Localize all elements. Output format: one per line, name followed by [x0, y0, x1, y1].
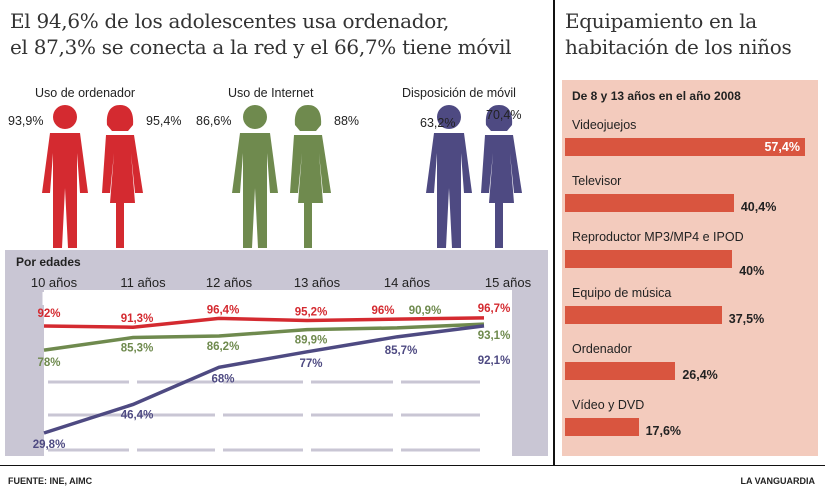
- figure-label: Uso de ordenador: [35, 86, 136, 100]
- bar-category: Reproductor MP3/MP4 e IPOD: [572, 230, 744, 244]
- bar-category: Videojuejos: [572, 118, 637, 132]
- bar-value: 37,5%: [728, 312, 765, 326]
- data-label: 78%: [37, 357, 60, 369]
- plot-area: [44, 290, 512, 456]
- girl-percentage: 95,4%: [146, 114, 182, 128]
- bar-value: 17,6%: [645, 424, 682, 438]
- x-tick-label: 15 años: [485, 275, 532, 290]
- boy-silhouette-icon: [232, 105, 278, 248]
- bar-category: Vídeo y DVD: [572, 398, 645, 412]
- bar: [565, 418, 639, 436]
- girl-percentage: 88%: [334, 114, 360, 128]
- boy-silhouette-icon: [426, 105, 472, 248]
- title-line-2: el 87,3% se conecta a la red y el 66,7% …: [10, 35, 512, 59]
- boy-percentage: 86,6%: [196, 114, 232, 128]
- chart-title: Por edades: [16, 255, 81, 269]
- x-tick-label: 10 años: [31, 275, 78, 290]
- data-label: 68%: [211, 373, 234, 385]
- bar: [565, 194, 734, 212]
- data-label: 96,7%: [478, 303, 511, 315]
- data-label: 95,2%: [295, 306, 328, 318]
- brand: LA VANGUARDIA: [740, 476, 816, 486]
- series-line-2: [43, 324, 485, 435]
- equipment-panel: De 8 y 13 años en el año 2008 Videojuejo…: [562, 80, 818, 456]
- girl-silhouette-icon: [290, 105, 331, 248]
- series-line-0: [43, 316, 485, 329]
- bar: [565, 250, 733, 268]
- bar: [565, 362, 676, 380]
- side-title: Equipamiento en la habitación de los niñ…: [565, 8, 792, 60]
- side-title-line-1: Equipamiento en la: [565, 9, 757, 33]
- girl-percentage: 70,4%: [486, 108, 522, 122]
- data-label: 93,1%: [478, 330, 511, 342]
- footer-rule: [0, 465, 825, 466]
- series-line-1: [43, 322, 485, 352]
- x-tick-label: 11 años: [120, 275, 166, 290]
- bar-category: Equipo de música: [572, 286, 672, 300]
- bar-value: 40,4%: [740, 200, 777, 214]
- boy-silhouette-icon: [42, 105, 88, 248]
- bar-value: 40%: [739, 264, 765, 278]
- bar: [565, 306, 722, 324]
- girl-silhouette-icon: [102, 105, 143, 248]
- bar-category: Televisor: [572, 174, 622, 188]
- bar: [565, 138, 805, 156]
- data-label: 92,1%: [478, 355, 511, 367]
- panel-title: De 8 y 13 años en el año 2008: [572, 89, 741, 103]
- x-tick-label: 14 años: [384, 275, 431, 290]
- bar-value: 26,4%: [682, 368, 718, 382]
- divider: [553, 0, 555, 466]
- data-label: 90,9%: [409, 305, 442, 317]
- data-label: 46,4%: [121, 409, 154, 421]
- data-label: 85,7%: [385, 345, 418, 357]
- data-label: 89,9%: [295, 335, 328, 347]
- boy-percentage: 93,9%: [8, 114, 44, 128]
- girl-silhouette-icon: [481, 105, 522, 248]
- data-label: 96%: [371, 305, 394, 317]
- figure-label: Uso de Internet: [228, 86, 314, 100]
- data-label: 96,4%: [207, 304, 240, 316]
- data-label: 29,8%: [33, 439, 66, 451]
- boy-percentage: 63,2%: [420, 116, 456, 130]
- bar-value: 57,4%: [764, 140, 800, 154]
- source: FUENTE: INE, AIMC: [8, 476, 93, 486]
- side-title-line-2: habitación de los niños: [565, 35, 792, 59]
- title-line-1: El 94,6% de los adolescentes usa ordenad…: [10, 9, 450, 33]
- x-tick-label: 12 años: [206, 275, 253, 290]
- figure-label: Disposición de móvil: [402, 86, 516, 100]
- x-tick-label: 13 años: [294, 275, 341, 290]
- data-label: 85,3%: [121, 343, 154, 355]
- data-label: 86,2%: [207, 341, 240, 353]
- data-label: 92%: [37, 308, 60, 320]
- main-title: El 94,6% de los adolescentes usa ordenad…: [10, 8, 512, 60]
- data-label: 77%: [299, 358, 322, 370]
- line-chart-svg: 10 años 11 años 12 años 13 años 14 años 15 añ…: [31, 275, 532, 456]
- bar-category: Ordenador: [572, 342, 632, 356]
- data-label: 91,3%: [121, 313, 154, 325]
